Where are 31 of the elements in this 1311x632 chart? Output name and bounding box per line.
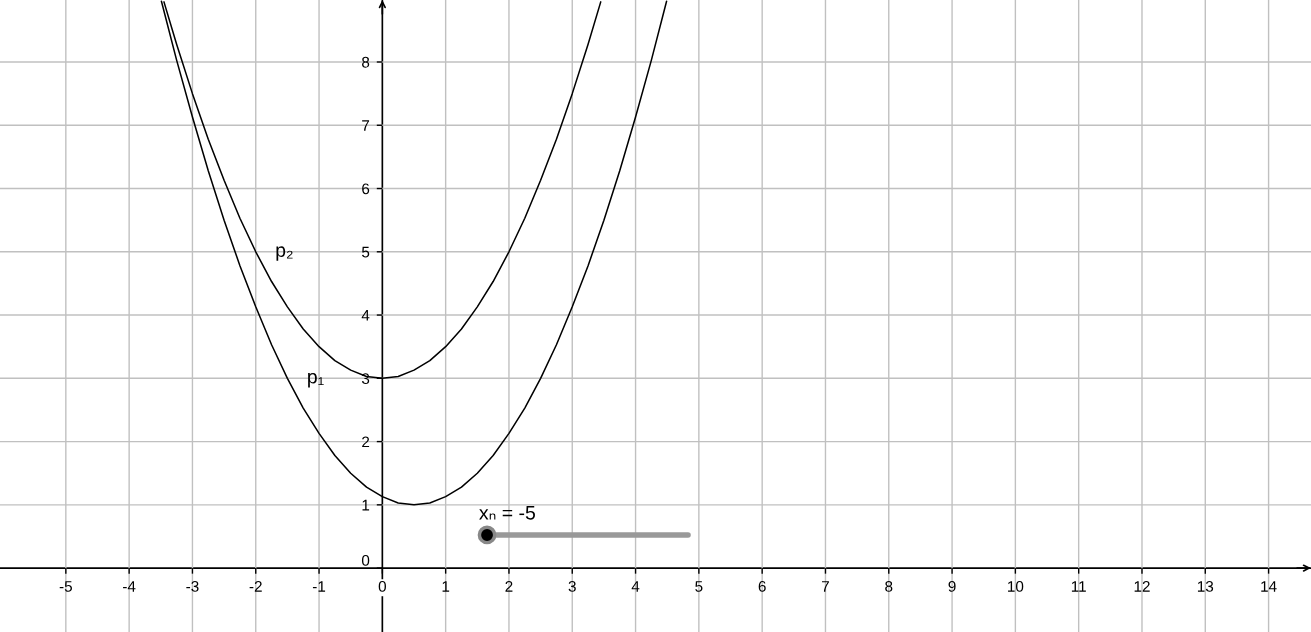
x-tick-label: 10 [1008,581,1024,592]
y-tick-label: 4 [361,310,370,321]
y-tick-label: 5 [361,246,370,258]
y-tick-label: 6 [362,183,370,195]
x-tick-label: 6 [758,581,766,592]
y-tick-label: 2 [362,436,370,448]
x-tick-label: 11 [1071,581,1086,592]
x-tick-label: 7 [822,581,829,592]
x-tick-label: 8 [885,581,893,592]
y-tick-label: 8 [362,56,370,68]
x-tick-label: -2 [249,581,262,592]
x-tick-label: -1 [312,581,326,592]
y-tick-label: 7 [362,120,370,131]
x-tick-label: 0 [378,581,386,592]
x-tick-label: -3 [186,581,199,592]
series-label: p₂ [276,246,293,261]
annotation: xₙ = -5 [479,506,535,520]
x-tick-label: 2 [505,581,513,592]
x-tick-label: 9 [948,581,956,592]
x-tick-label: 12 [1134,581,1150,592]
x-tick-label: 3 [568,581,576,592]
x-tick-label: -5 [59,581,72,592]
x-tick-label: 4 [631,581,640,592]
x-tick-label: 1 [442,581,450,592]
y-tick-label: 0 [361,554,370,566]
series-label: p₁ [308,372,324,388]
x-tick-label: -4 [123,581,136,592]
x-tick-label: 14 [1261,581,1277,592]
x-tick-label: 5 [695,581,703,592]
y-tick-label: 1 [362,499,370,511]
x-tick-label: 13 [1197,581,1214,592]
